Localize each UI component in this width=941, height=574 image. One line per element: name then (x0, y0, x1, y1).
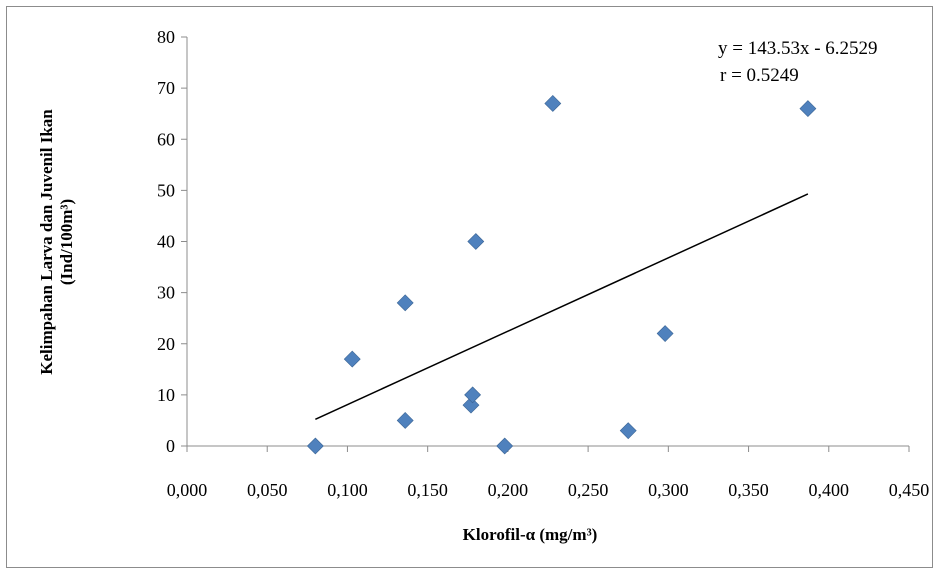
trendline (315, 193, 809, 420)
data-point (496, 437, 514, 455)
data-point (799, 100, 817, 117)
y-tick-label: 20 (157, 334, 175, 354)
x-tick-label: 0,250 (568, 480, 609, 500)
data-point (656, 325, 674, 342)
y-tick-label: 10 (157, 385, 175, 405)
data-point (396, 412, 414, 429)
tick-labels: 0 10 20 30 40 50 60 70 80 0,000 0,050 0,100 0,150 0,2… (157, 27, 929, 500)
x-tick-label: 0,300 (648, 480, 689, 500)
x-tick-label: 0,350 (728, 480, 769, 500)
data-point (343, 350, 361, 368)
data-point (544, 95, 562, 112)
y-tick-label: 40 (157, 232, 175, 252)
data-point (306, 437, 324, 455)
data-point (462, 396, 480, 414)
x-tick-label: 0,100 (327, 480, 368, 500)
equation-annotation: y = 143.53x - 6.2529 (718, 38, 878, 59)
data-point (464, 386, 482, 404)
x-tick-label: 0,000 (167, 480, 208, 500)
chart-frame (6, 6, 933, 568)
x-tick-label: 0,450 (889, 480, 930, 500)
y-tick-label: 0 (166, 436, 175, 456)
y-tick-label: 70 (157, 78, 175, 98)
x-tick-label: 0,150 (407, 480, 448, 500)
x-tick-label: 0,200 (488, 480, 529, 500)
y-axis-title-line1: Kelimpahan Larva dan Juvenil Ikan (37, 109, 56, 375)
y-tick-label: 50 (157, 180, 175, 200)
axes (181, 36, 910, 452)
data-points (306, 95, 817, 455)
r-value-annotation: r = 0.5249 (720, 65, 799, 86)
y-tick-label: 80 (157, 27, 175, 47)
x-tick-label: 0,050 (247, 480, 288, 500)
y-axis-title-line2: (Ind/100m³) (57, 199, 76, 285)
data-point (619, 422, 637, 440)
data-point (396, 294, 414, 312)
data-point (467, 233, 485, 250)
y-tick-label: 30 (157, 283, 175, 303)
x-axis-title: Klorofil-α (mg/m³) (463, 525, 598, 544)
y-tick-label: 60 (157, 129, 175, 149)
x-tick-label: 0,400 (809, 480, 850, 500)
